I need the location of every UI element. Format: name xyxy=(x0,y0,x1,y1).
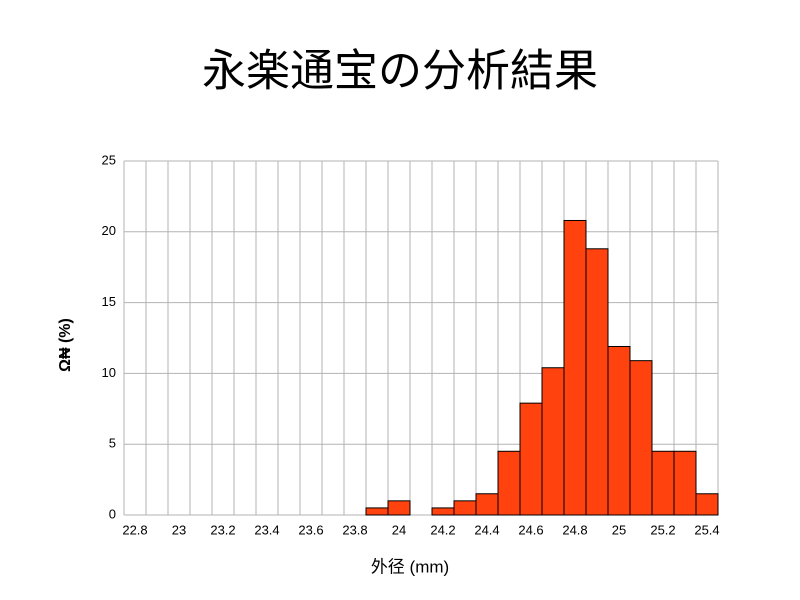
x-tick-label: 25.4 xyxy=(694,522,719,537)
bar xyxy=(607,345,631,516)
bar xyxy=(585,248,609,516)
x-tick-label: 25 xyxy=(612,522,626,537)
bar xyxy=(651,450,675,516)
y-tick-label: 20 xyxy=(102,223,116,238)
bar xyxy=(673,450,697,516)
y-tick-label: 15 xyxy=(102,294,116,309)
y-axis-label: Ω₦ (%) xyxy=(57,318,74,372)
bar xyxy=(475,493,499,516)
bar xyxy=(453,500,477,516)
bar xyxy=(519,402,543,516)
bar xyxy=(497,450,521,516)
bar xyxy=(431,507,455,516)
x-tick-label: 23.4 xyxy=(254,522,279,537)
y-tick-label: 10 xyxy=(102,365,116,380)
bar xyxy=(629,360,653,516)
x-tick-label: 23 xyxy=(172,522,186,537)
x-tick-label: 24 xyxy=(392,522,406,537)
bar xyxy=(563,219,587,516)
bar xyxy=(365,507,389,516)
chart-title: 永楽通宝の分析結果 xyxy=(202,47,598,96)
y-tick-label: 25 xyxy=(102,152,116,167)
x-tick-label: 23.8 xyxy=(342,522,367,537)
y-tick-label: 0 xyxy=(109,506,116,521)
bar xyxy=(541,367,565,516)
x-tick-label: 24.2 xyxy=(430,522,455,537)
x-tick-label: 23.2 xyxy=(210,522,235,537)
x-tick-label: 24.4 xyxy=(474,522,499,537)
x-tick-label: 24.6 xyxy=(518,522,543,537)
x-tick-label: 25.2 xyxy=(650,522,675,537)
bar xyxy=(695,493,719,516)
x-tick-label: 24.8 xyxy=(562,522,587,537)
bar xyxy=(387,500,411,516)
y-tick-label: 5 xyxy=(109,436,116,451)
x-axis-label: 外径 (mm) xyxy=(371,557,449,576)
x-tick-label: 23.6 xyxy=(298,522,323,537)
x-tick-label: 22.8 xyxy=(122,522,147,537)
